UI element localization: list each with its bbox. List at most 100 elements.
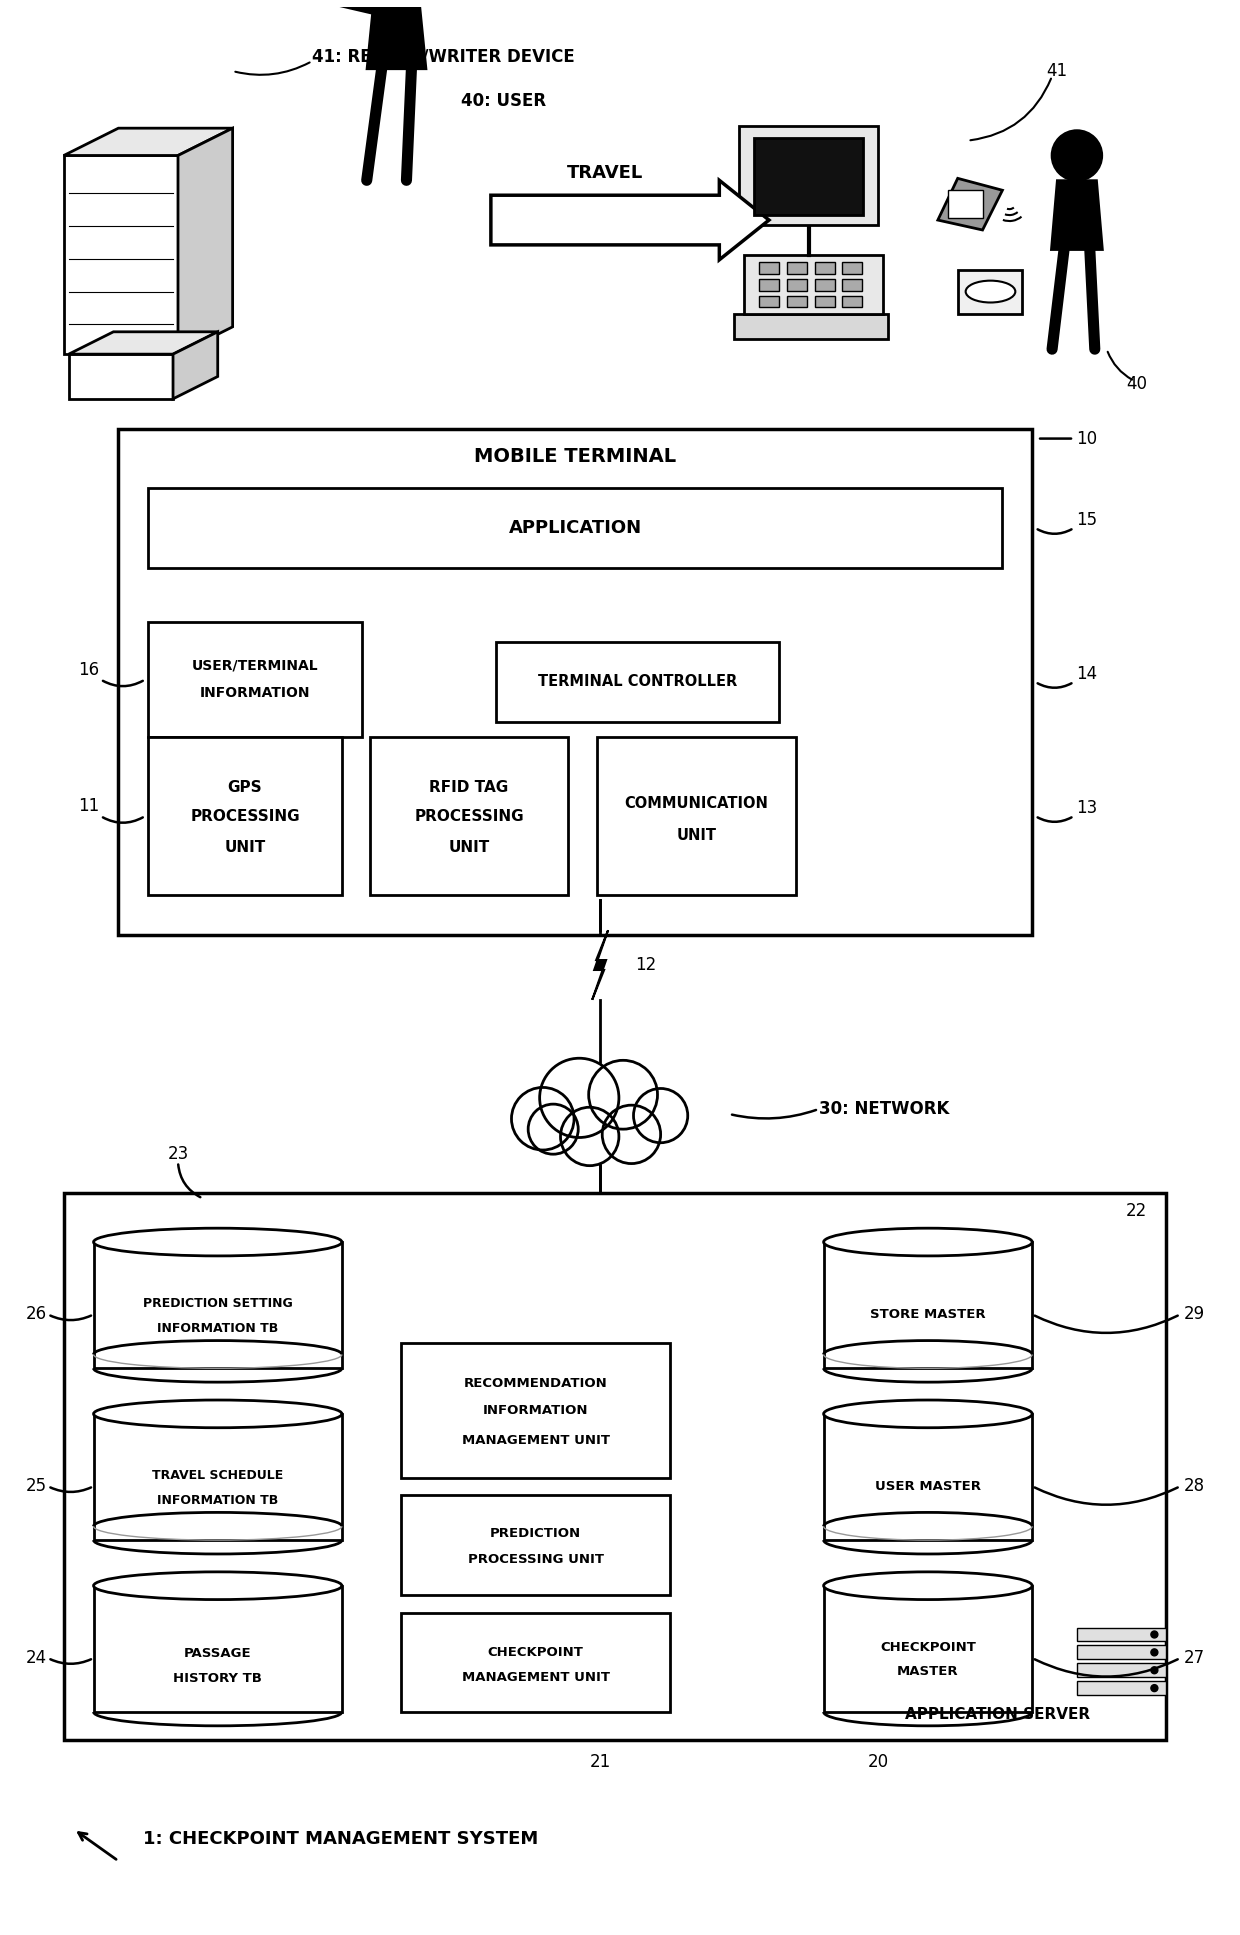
- Bar: [63, 155, 179, 354]
- Text: 15: 15: [1076, 511, 1097, 528]
- Text: INFORMATION: INFORMATION: [482, 1405, 588, 1416]
- Text: MASTER: MASTER: [897, 1666, 959, 1678]
- Bar: [93, 1242, 342, 1368]
- Ellipse shape: [966, 281, 1016, 302]
- Bar: [823, 1414, 1032, 1540]
- Polygon shape: [491, 180, 769, 259]
- Bar: [118, 430, 1032, 935]
- Bar: [842, 261, 862, 273]
- Circle shape: [1151, 1649, 1158, 1656]
- Circle shape: [1151, 1685, 1158, 1691]
- Circle shape: [511, 1087, 574, 1149]
- Text: 29: 29: [1183, 1306, 1205, 1324]
- Circle shape: [589, 1060, 657, 1130]
- Text: USER/TERMINAL: USER/TERMINAL: [192, 658, 319, 673]
- Bar: [739, 126, 878, 224]
- Bar: [754, 137, 863, 215]
- Text: PROCESSING: PROCESSING: [190, 809, 300, 824]
- Text: APPLICATION SERVER: APPLICATION SERVER: [905, 1707, 1090, 1722]
- Bar: [842, 279, 862, 290]
- Circle shape: [1151, 1666, 1158, 1674]
- Text: INFORMATION TB: INFORMATION TB: [157, 1322, 278, 1335]
- Text: 13: 13: [1076, 799, 1097, 817]
- Text: 41: 41: [1047, 62, 1068, 79]
- Circle shape: [603, 1105, 661, 1163]
- Bar: [759, 279, 779, 290]
- Text: 20: 20: [868, 1753, 889, 1771]
- Text: RFID TAG: RFID TAG: [429, 780, 508, 795]
- Bar: [815, 296, 835, 308]
- Ellipse shape: [93, 1229, 342, 1256]
- Bar: [744, 255, 883, 313]
- Text: 11: 11: [78, 797, 99, 815]
- Bar: [1076, 1682, 1167, 1695]
- Polygon shape: [179, 128, 233, 354]
- Text: 12: 12: [635, 956, 656, 973]
- Circle shape: [539, 1058, 619, 1138]
- Text: UNIT: UNIT: [224, 840, 265, 855]
- Text: STORE MASTER: STORE MASTER: [870, 1308, 986, 1322]
- Text: 21: 21: [589, 1753, 611, 1771]
- Bar: [759, 296, 779, 308]
- Bar: [815, 279, 835, 290]
- Polygon shape: [367, 0, 427, 70]
- Text: 24: 24: [25, 1649, 47, 1668]
- Polygon shape: [68, 331, 218, 354]
- Text: USER MASTER: USER MASTER: [875, 1480, 981, 1492]
- Text: 40: USER: 40: USER: [461, 91, 546, 110]
- Bar: [93, 1414, 342, 1540]
- Bar: [842, 296, 862, 308]
- Text: GPS: GPS: [228, 780, 263, 795]
- Polygon shape: [937, 178, 1002, 230]
- Bar: [149, 623, 362, 737]
- Text: COMMUNICATION: COMMUNICATION: [625, 795, 769, 811]
- Bar: [1076, 1664, 1167, 1678]
- Circle shape: [634, 1089, 688, 1144]
- Text: 40: 40: [1126, 375, 1147, 393]
- Text: TRAVEL SCHEDULE: TRAVEL SCHEDULE: [153, 1469, 284, 1482]
- Bar: [149, 737, 342, 896]
- Ellipse shape: [823, 1229, 1032, 1256]
- Text: HISTORY TB: HISTORY TB: [174, 1672, 262, 1685]
- Text: MANAGEMENT UNIT: MANAGEMENT UNIT: [461, 1434, 610, 1447]
- Bar: [598, 737, 796, 896]
- Bar: [402, 1496, 670, 1594]
- Text: 22: 22: [1126, 1202, 1147, 1221]
- Text: 16: 16: [78, 660, 99, 679]
- Bar: [947, 190, 982, 219]
- Bar: [402, 1343, 670, 1478]
- Bar: [63, 1194, 1167, 1740]
- Polygon shape: [63, 128, 233, 155]
- Text: INFORMATION TB: INFORMATION TB: [157, 1494, 278, 1507]
- Text: TERMINAL CONTROLLER: TERMINAL CONTROLLER: [538, 675, 737, 689]
- Bar: [402, 1612, 670, 1712]
- Text: RECOMMENDATION: RECOMMENDATION: [464, 1378, 608, 1389]
- Text: PASSAGE: PASSAGE: [184, 1647, 252, 1660]
- Text: PROCESSING: PROCESSING: [414, 809, 523, 824]
- Text: CHECKPOINT: CHECKPOINT: [487, 1647, 584, 1658]
- Bar: [496, 642, 779, 722]
- Bar: [370, 737, 568, 896]
- Polygon shape: [593, 931, 608, 1000]
- Bar: [957, 269, 1022, 313]
- Bar: [68, 354, 174, 399]
- Text: 23: 23: [167, 1146, 188, 1163]
- Bar: [734, 313, 888, 339]
- Circle shape: [560, 1107, 619, 1165]
- Text: PREDICTION SETTING: PREDICTION SETTING: [143, 1296, 293, 1310]
- Text: UNIT: UNIT: [449, 840, 490, 855]
- Text: PROCESSING UNIT: PROCESSING UNIT: [467, 1554, 604, 1567]
- Text: CHECKPOINT: CHECKPOINT: [880, 1641, 976, 1654]
- Bar: [787, 296, 807, 308]
- Text: PREDICTION: PREDICTION: [490, 1527, 582, 1540]
- Text: MOBILE TERMINAL: MOBILE TERMINAL: [474, 447, 676, 466]
- Ellipse shape: [823, 1401, 1032, 1428]
- Bar: [93, 1585, 342, 1712]
- Ellipse shape: [823, 1571, 1032, 1600]
- Text: APPLICATION: APPLICATION: [508, 519, 642, 538]
- Ellipse shape: [93, 1571, 342, 1600]
- Bar: [1076, 1627, 1167, 1641]
- Bar: [759, 261, 779, 273]
- Text: UNIT: UNIT: [677, 828, 717, 842]
- Bar: [787, 261, 807, 273]
